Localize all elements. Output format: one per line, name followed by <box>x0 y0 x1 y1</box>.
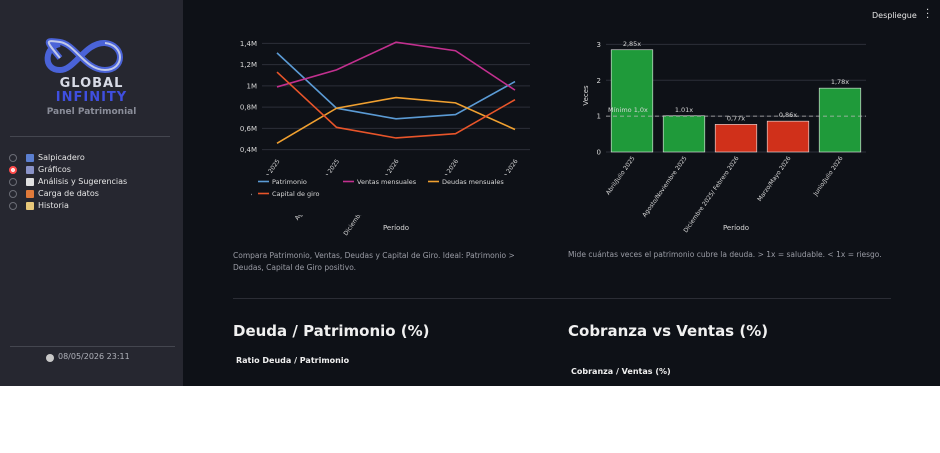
logo-highlight <box>47 40 121 72</box>
clock-icon <box>46 354 54 362</box>
nav-icon <box>26 190 34 198</box>
logo <box>44 38 123 74</box>
nav-item[interactable]: Análisis y Sugerencias <box>38 177 128 186</box>
x-axis-label: Período <box>383 224 409 232</box>
charts: 0,4M 0,6M 0,8M 1M 1,2M 1,4M Período Abril/Julio… <box>240 40 866 237</box>
line-series <box>276 52 516 120</box>
nav-icon <box>26 178 34 186</box>
bar-value-label: 0,77x <box>727 114 745 122</box>
nav-icon <box>26 154 34 162</box>
logo-title: GLOBAL <box>59 76 124 91</box>
sidebar: GLOBAL INFINITY Panel Patrimonial Salpic… <box>0 0 183 386</box>
y-axis-label: Veces <box>582 85 590 106</box>
bar-value-label: 1,78x <box>831 78 849 86</box>
nav-icon <box>26 166 34 174</box>
threshold-label: Mínimo 1,0x <box>608 106 648 114</box>
x-tick-label: Abril/Julio 2025 <box>605 155 637 196</box>
y-tick-label: 1,4M <box>240 40 257 48</box>
y-tick-label: 1M <box>247 82 258 90</box>
nav-icon <box>26 202 34 210</box>
x-axis-label: Período <box>723 224 749 232</box>
y-tick-label: 3 <box>597 41 601 49</box>
x-tick-label: Agosto/Noviembre 2025 <box>641 155 689 219</box>
bar <box>714 124 758 153</box>
timestamp: 08/05/2026 23:11 <box>58 352 130 361</box>
line-series <box>276 41 516 91</box>
y-tick-label: 0,6M <box>240 125 257 133</box>
nav-item[interactable]: Historia <box>38 201 69 210</box>
x-tick-label: Junio/Julio 2026 <box>812 155 845 198</box>
legend-label: Patrimonio <box>272 178 307 186</box>
line-series <box>276 96 516 144</box>
section-title: Cobranza vs Ventas (%) <box>568 322 769 340</box>
section-subtitle: Ratio Deuda / Patrimonio <box>236 356 350 365</box>
deploy-button[interactable]: Despliegue <box>872 11 917 20</box>
nav-item[interactable]: Gráficos <box>38 165 71 174</box>
bar <box>610 49 654 153</box>
y-tick-label: 1 <box>597 113 601 121</box>
bar-value-label: 1.01x <box>675 106 693 114</box>
divider <box>233 298 891 299</box>
legend-label: Deudas mensuales <box>442 178 504 186</box>
main-menu[interactable]: · · · <box>926 5 930 24</box>
logo-subtitle: INFINITY <box>55 90 128 105</box>
nav-radio[interactable] <box>9 178 17 186</box>
section-subtitle: Cobranza / Ventas (%) <box>571 367 671 376</box>
x-tick-label: Marzo/Mayo 2026 <box>756 155 792 203</box>
divider <box>10 136 170 137</box>
caption: Mide cuántas veces el patrimonio cubre l… <box>568 250 882 259</box>
legend-background <box>252 175 552 215</box>
y-tick-label: 2 <box>597 77 601 85</box>
bar-value-label: 2,85x <box>623 40 641 48</box>
nav-item[interactable]: Carga de datos <box>38 189 99 198</box>
caption: Compara Patrimonio, Ventas, Deudas y Cap… <box>233 251 515 272</box>
divider <box>10 346 175 347</box>
bar-value-label: 0,86x <box>779 111 797 119</box>
y-tick-label: 0,8M <box>240 104 257 112</box>
nav-item[interactable]: Salpicadero <box>38 153 85 162</box>
bar <box>662 115 706 153</box>
line-series <box>276 71 516 139</box>
app-name: Panel Patrimonial <box>46 107 137 117</box>
y-tick-label: 1,2M <box>240 61 257 69</box>
y-tick-label: 0,4M <box>240 146 257 154</box>
legend-label: Ventas mensuales <box>357 178 417 186</box>
nav-radio[interactable] <box>9 190 17 198</box>
legend-label: Capital de giro <box>272 190 320 198</box>
app: GLOBAL INFINITY Panel Patrimonial Salpic… <box>0 0 940 386</box>
x-tick-label: Diciembre 2025/ Febrero 2026 <box>682 155 740 234</box>
nav-radio[interactable] <box>9 154 17 162</box>
nav-radio[interactable] <box>9 166 17 174</box>
section-title: Deuda / Patrimonio (%) <box>233 322 430 340</box>
y-tick-label: 0 <box>597 149 601 157</box>
bar <box>766 120 810 153</box>
bar <box>818 87 862 153</box>
nav-radio[interactable] <box>9 202 17 210</box>
